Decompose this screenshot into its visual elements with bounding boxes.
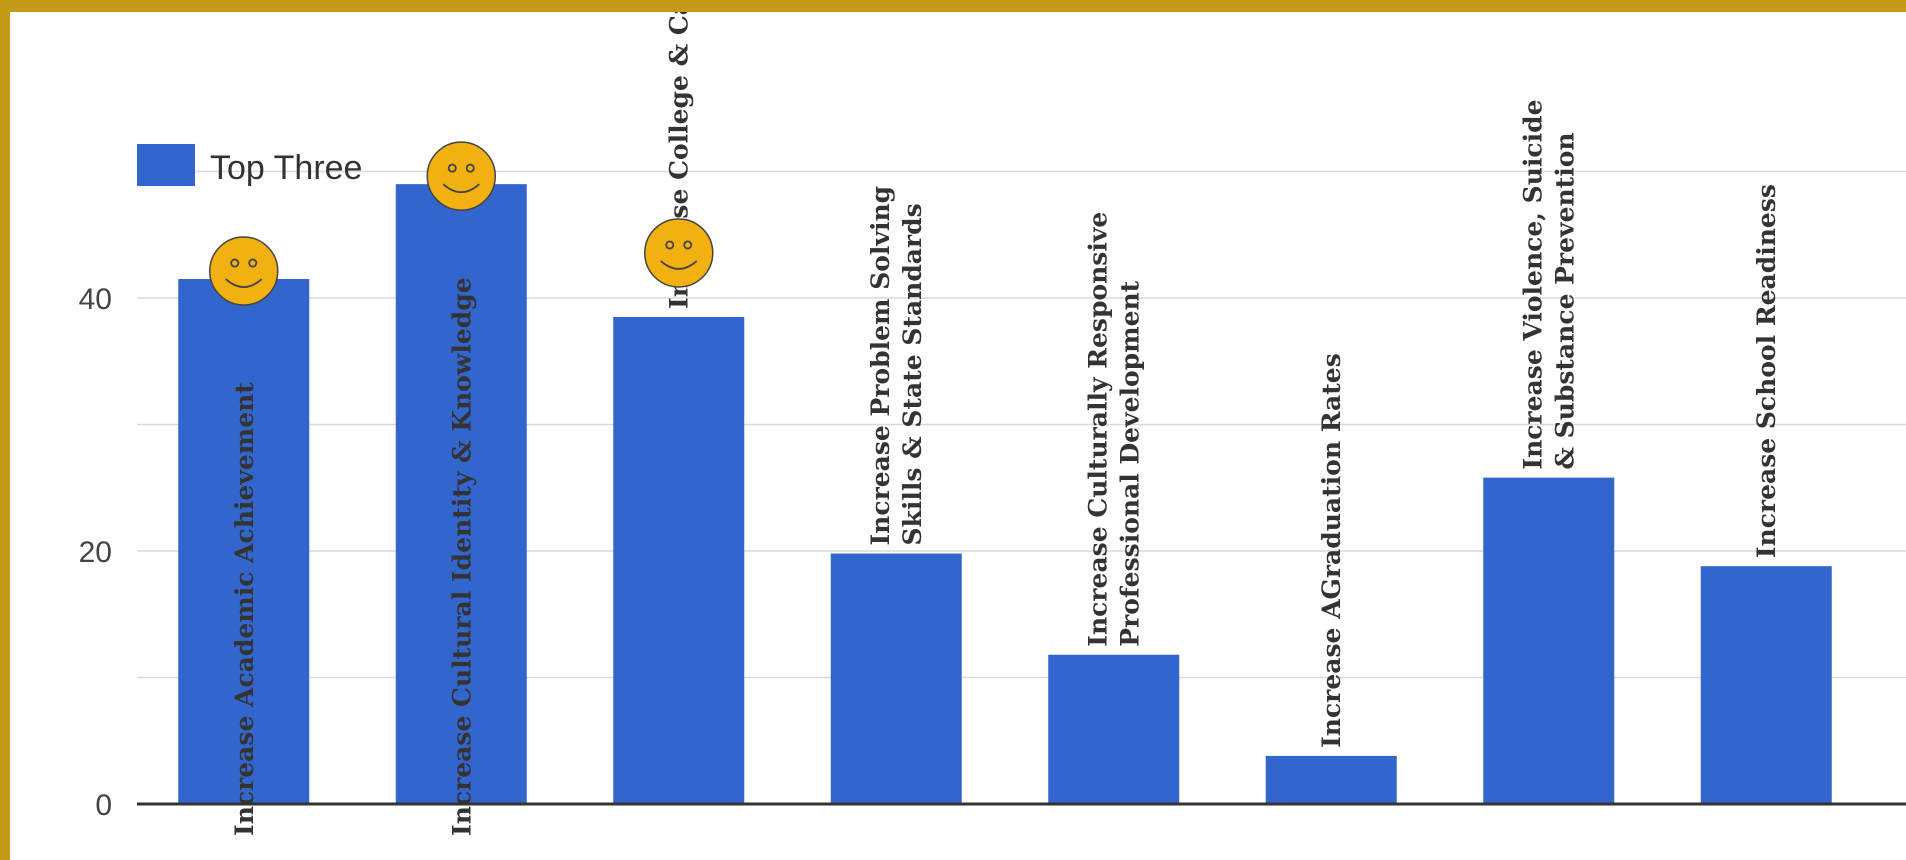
chart-frame: Increase Academic Achievement Increase Cu…: [10, 12, 1906, 860]
bar: [1265, 755, 1397, 804]
bar: [1700, 566, 1832, 804]
top-three-markers: [209, 141, 714, 306]
legend-swatch: [137, 144, 195, 186]
bar: [1048, 654, 1180, 804]
bar: [613, 316, 745, 804]
bar: [178, 279, 310, 804]
bars: [178, 184, 1832, 804]
bar: [395, 184, 527, 804]
y-tick-label: 0: [95, 789, 112, 822]
legend-label: Top Three: [210, 149, 362, 187]
bar: [1483, 477, 1615, 804]
bar-label: Professional Development: [1116, 280, 1145, 646]
y-axis-ticks: 0 20 40: [79, 283, 112, 822]
bar-label: Skills & State Standards: [898, 203, 927, 545]
y-tick-label: 20: [79, 536, 112, 569]
smiley-icon: [426, 141, 496, 211]
bar-label: & Substance Prevention: [1551, 132, 1580, 469]
bar-label: Increase Violence, Suicide: [1519, 99, 1548, 469]
bar-label: Increase School Readiness: [1752, 184, 1781, 558]
bar-label: Increase Problem Solving: [866, 186, 895, 546]
bar-chart: Increase Academic Achievement Increase Cu…: [79, 12, 1906, 836]
bar-label: Increase AGraduation Rates: [1317, 353, 1346, 748]
bar-labels: Increase Academic Achievement Increase Cu…: [230, 12, 1782, 836]
bar-label: Increase Academic Achievement: [230, 382, 259, 836]
smiley-icon: [209, 236, 279, 306]
bar-label: Increase Cultural Identity & Knowledge: [447, 277, 476, 836]
y-tick-label: 40: [79, 283, 112, 316]
bar-label: Increase Culturally Responsive: [1084, 212, 1113, 647]
bar: [830, 553, 962, 804]
smiley-icon: [644, 218, 714, 288]
legend: Top Three: [137, 144, 362, 187]
